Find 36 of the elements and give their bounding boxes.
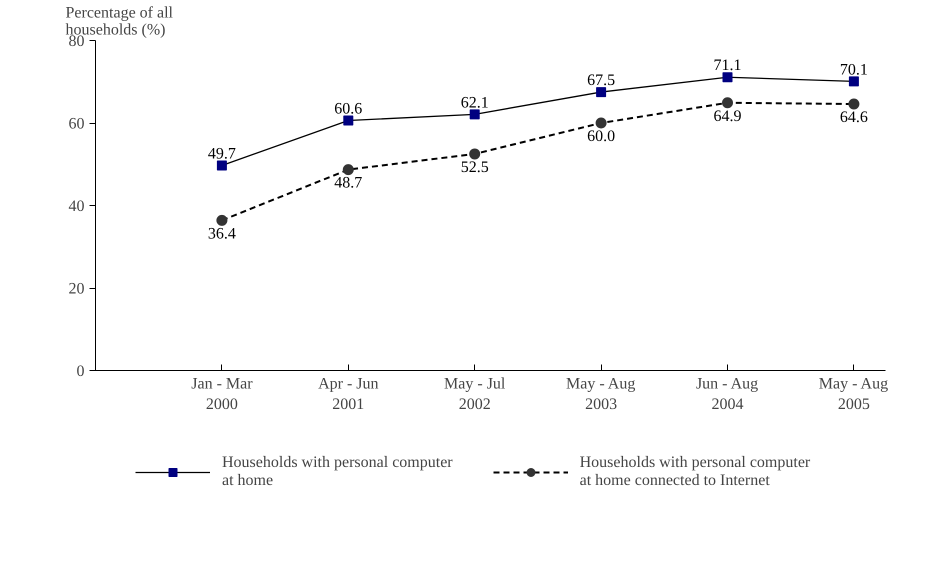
y-tick-label: 20 — [68, 280, 84, 298]
data-label: 71.1 — [714, 57, 742, 74]
point — [216, 160, 227, 170]
point — [470, 109, 480, 120]
point — [342, 164, 354, 176]
data-label: 48.7 — [334, 174, 362, 192]
x-tick-label: May - Aug 2005 — [818, 376, 888, 413]
data-label: 49.7 — [208, 145, 236, 162]
point — [722, 72, 732, 82]
point — [596, 118, 607, 128]
data-label: 64.9 — [714, 108, 742, 125]
point — [848, 76, 859, 86]
x-tick-label: Jun - Aug 2004 — [696, 376, 758, 413]
legend-label: Households with personal computer at home connected to Internet — [580, 454, 810, 490]
point — [848, 98, 860, 110]
x-tick-label: Apr - Jun 2001 — [318, 376, 379, 413]
data-label: 62.1 — [460, 94, 489, 112]
data-label: 67.5 — [587, 72, 616, 90]
data-label: 60.0 — [587, 128, 616, 145]
point — [722, 97, 733, 108]
data-label: 64.6 — [840, 109, 868, 126]
point — [343, 116, 354, 126]
point — [469, 148, 480, 160]
y-tick-label: 40 — [68, 198, 84, 215]
point — [596, 87, 606, 98]
x-tick-label: May - Aug 2003 — [566, 376, 636, 413]
data-label: 60.6 — [334, 100, 362, 118]
legend-label: Households with personal computer at home — [222, 454, 453, 490]
y-tick-label: 0 — [76, 363, 84, 380]
y-tick-label: 60 — [68, 116, 84, 132]
data-label: 36.4 — [208, 225, 236, 242]
x-tick-label: Jan - Mar 2000 — [191, 376, 254, 413]
point — [216, 214, 228, 226]
data-label: 70.1 — [840, 61, 868, 78]
data-label: 52.5 — [460, 158, 489, 176]
x-tick-label: May - Jul 2002 — [444, 376, 506, 413]
